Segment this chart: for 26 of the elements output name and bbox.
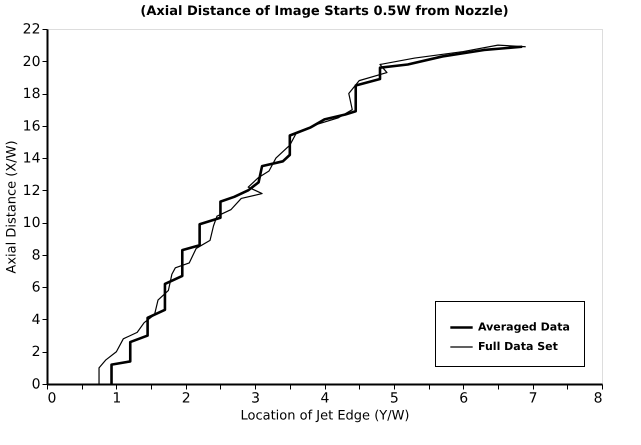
y-tick-label: 4	[32, 312, 41, 328]
y-axis-title: Axial Distance (X/W)	[4, 140, 20, 274]
x-tick-label: 0	[48, 390, 56, 406]
x-tick-label: 4	[320, 390, 330, 406]
x-tick-label: 8	[594, 390, 602, 406]
x-tick-label: 6	[459, 390, 468, 406]
chart-title: (Axial Distance of Image Starts 0.5W from Nozzle)	[140, 4, 509, 19]
y-tick-label: 10	[22, 215, 40, 232]
y-tick-label: 0	[32, 376, 40, 392]
x-tick-label: 7	[528, 390, 538, 406]
y-tick-label: 16	[22, 118, 41, 134]
legend-label: Full Data Set	[478, 340, 558, 353]
x-tick-label: 2	[182, 390, 191, 406]
x-tick-label: 5	[390, 390, 399, 406]
y-tick-label: 8	[32, 247, 40, 264]
y-tick-label: 14	[22, 150, 41, 167]
y-tick-label: 22	[22, 22, 40, 38]
y-tick-label: 2	[32, 344, 40, 360]
y-tick-label: 12	[22, 182, 40, 199]
y-tick-label: 20	[22, 54, 40, 70]
x-tick-label: 1	[112, 390, 122, 406]
y-tick-label: 6	[32, 280, 41, 296]
x-axis-title: Location of Jet Edge (Y/W)	[240, 408, 410, 424]
x-tick-label: 3	[251, 390, 260, 406]
legend-label: Averaged Data	[478, 320, 570, 334]
y-tick-label: 18	[22, 86, 40, 102]
